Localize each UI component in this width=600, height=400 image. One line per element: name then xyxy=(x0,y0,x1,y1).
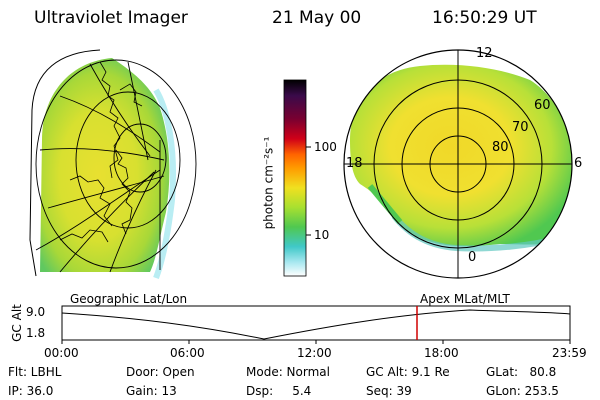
aurora-emission-right xyxy=(350,64,572,247)
mlt-label-12: 12 xyxy=(476,46,493,61)
aurora-emission-left xyxy=(40,58,170,272)
status-seq: Seq: 39 xyxy=(366,384,412,398)
mlat-label-60: 60 xyxy=(534,98,551,113)
status-gc-alt: GC Alt: 9.1 Re xyxy=(366,365,450,379)
mlt-label-18: 18 xyxy=(346,156,363,171)
timeline-axis-label: GC Alt xyxy=(9,304,24,342)
apex-caption-text: Apex MLat/MLT xyxy=(420,292,510,306)
timeline-xtick-0000: 00:00 xyxy=(44,346,79,360)
status-dsp: Dsp: 5.4 xyxy=(246,384,312,398)
status-glat: GLat: 80.8 xyxy=(486,365,557,379)
timeline-xtick-0600: 06:00 xyxy=(170,346,205,360)
lat-lon-grid xyxy=(35,59,197,273)
timeline-xtick-1800: 18:00 xyxy=(424,346,459,360)
time-label: 16:50:29 UT xyxy=(432,8,537,28)
colorbar-tick-10: 10 xyxy=(314,228,330,242)
mlat-label-80: 80 xyxy=(492,140,509,155)
timeline-ytick-low: 1.8 xyxy=(26,326,46,340)
status-door: Door: Open xyxy=(126,365,195,379)
polar-image xyxy=(343,49,573,279)
timeline-xtick-2359: 23:59 xyxy=(552,346,587,360)
status-ip: IP: 36.0 xyxy=(8,384,54,398)
colorbar xyxy=(283,79,307,277)
altitude-curve xyxy=(61,309,571,340)
timeline-ytick-high: 9.0 xyxy=(26,305,46,319)
timeline-plot xyxy=(61,305,571,344)
mlt-label-6: 6 xyxy=(574,156,583,171)
geographic-image xyxy=(29,49,197,280)
colorbar-label: photon cm⁻²s⁻¹ xyxy=(261,136,276,230)
date-label: 21 May 00 xyxy=(272,8,362,28)
mlt-label-0: 0 xyxy=(468,250,477,265)
mlat-label-70: 70 xyxy=(512,120,529,135)
status-mode: Mode: Normal xyxy=(246,365,330,379)
coastlines xyxy=(59,61,143,243)
status-filter: Flt: LBHL xyxy=(8,365,62,379)
geographic-caption-text: Geographic Lat/Lon xyxy=(70,292,188,306)
status-gain: Gain: 13 xyxy=(126,384,177,398)
status-glon: GLon: 253.5 xyxy=(486,384,559,398)
instrument-title: Ultraviolet Imager xyxy=(34,8,188,28)
timeline-xtick-1200: 12:00 xyxy=(297,346,332,360)
colorbar-tick-100: 100 xyxy=(314,140,337,154)
